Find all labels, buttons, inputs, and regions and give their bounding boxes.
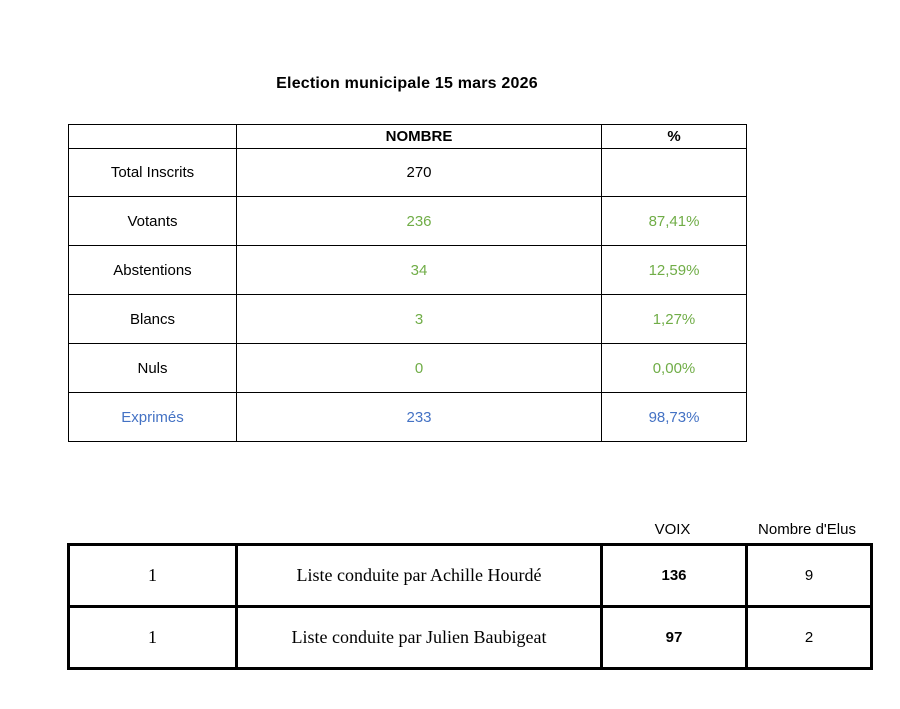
list-row-hourde: 1 Liste conduite par Achille Hourdé 136 … — [67, 543, 873, 608]
percent-value: 1,27% — [601, 294, 747, 344]
header-percent: % — [601, 124, 747, 149]
results-header-row: NOMBRE % — [68, 124, 747, 149]
nombre-value: 233 — [236, 392, 602, 442]
row-label: Votants — [68, 196, 237, 246]
nombre-value: 3 — [236, 294, 602, 344]
list-rank: 1 — [67, 543, 238, 608]
voix-value: 136 — [600, 543, 748, 608]
voix-column-header: VOIX — [654, 521, 691, 538]
nombre-value: 270 — [236, 148, 602, 197]
list-name: Liste conduite par Achille Hourdé — [235, 543, 603, 608]
results-row-abstentions: Abstentions 34 12,59% — [68, 245, 747, 295]
lists-table: 1 Liste conduite par Achille Hourdé 136 … — [67, 543, 873, 670]
results-row-total-inscrits: Total Inscrits 270 — [68, 148, 747, 197]
row-label: Nuls — [68, 343, 237, 393]
results-row-blancs: Blancs 3 1,27% — [68, 294, 747, 344]
nombre-value: 236 — [236, 196, 602, 246]
row-label: Abstentions — [68, 245, 237, 295]
percent-value: 98,73% — [601, 392, 747, 442]
page-title: Election municipale 15 mars 2026 — [276, 75, 538, 92]
percent-value: 12,59% — [601, 245, 747, 295]
list-rank: 1 — [67, 605, 238, 670]
row-label: Exprimés — [68, 392, 237, 442]
results-row-nuls: Nuls 0 0,00% — [68, 343, 747, 393]
results-table: NOMBRE % Total Inscrits 270 Votants 236 … — [68, 124, 747, 442]
elus-value: 9 — [745, 543, 873, 608]
list-row-baubigeat: 1 Liste conduite par Julien Baubigeat 97… — [67, 605, 873, 670]
results-row-votants: Votants 236 87,41% — [68, 196, 747, 246]
elus-column-header: Nombre d'Elus — [758, 521, 856, 538]
voix-value: 97 — [600, 605, 748, 670]
row-label: Total Inscrits — [68, 148, 237, 197]
header-empty-cell — [68, 124, 237, 149]
row-label: Blancs — [68, 294, 237, 344]
list-name: Liste conduite par Julien Baubigeat — [235, 605, 603, 670]
elus-value: 2 — [745, 605, 873, 670]
header-nombre: NOMBRE — [236, 124, 602, 149]
percent-value: 0,00% — [601, 343, 747, 393]
nombre-value: 34 — [236, 245, 602, 295]
nombre-value: 0 — [236, 343, 602, 393]
percent-value — [601, 148, 747, 197]
percent-value: 87,41% — [601, 196, 747, 246]
results-row-exprimes: Exprimés 233 98,73% — [68, 392, 747, 442]
